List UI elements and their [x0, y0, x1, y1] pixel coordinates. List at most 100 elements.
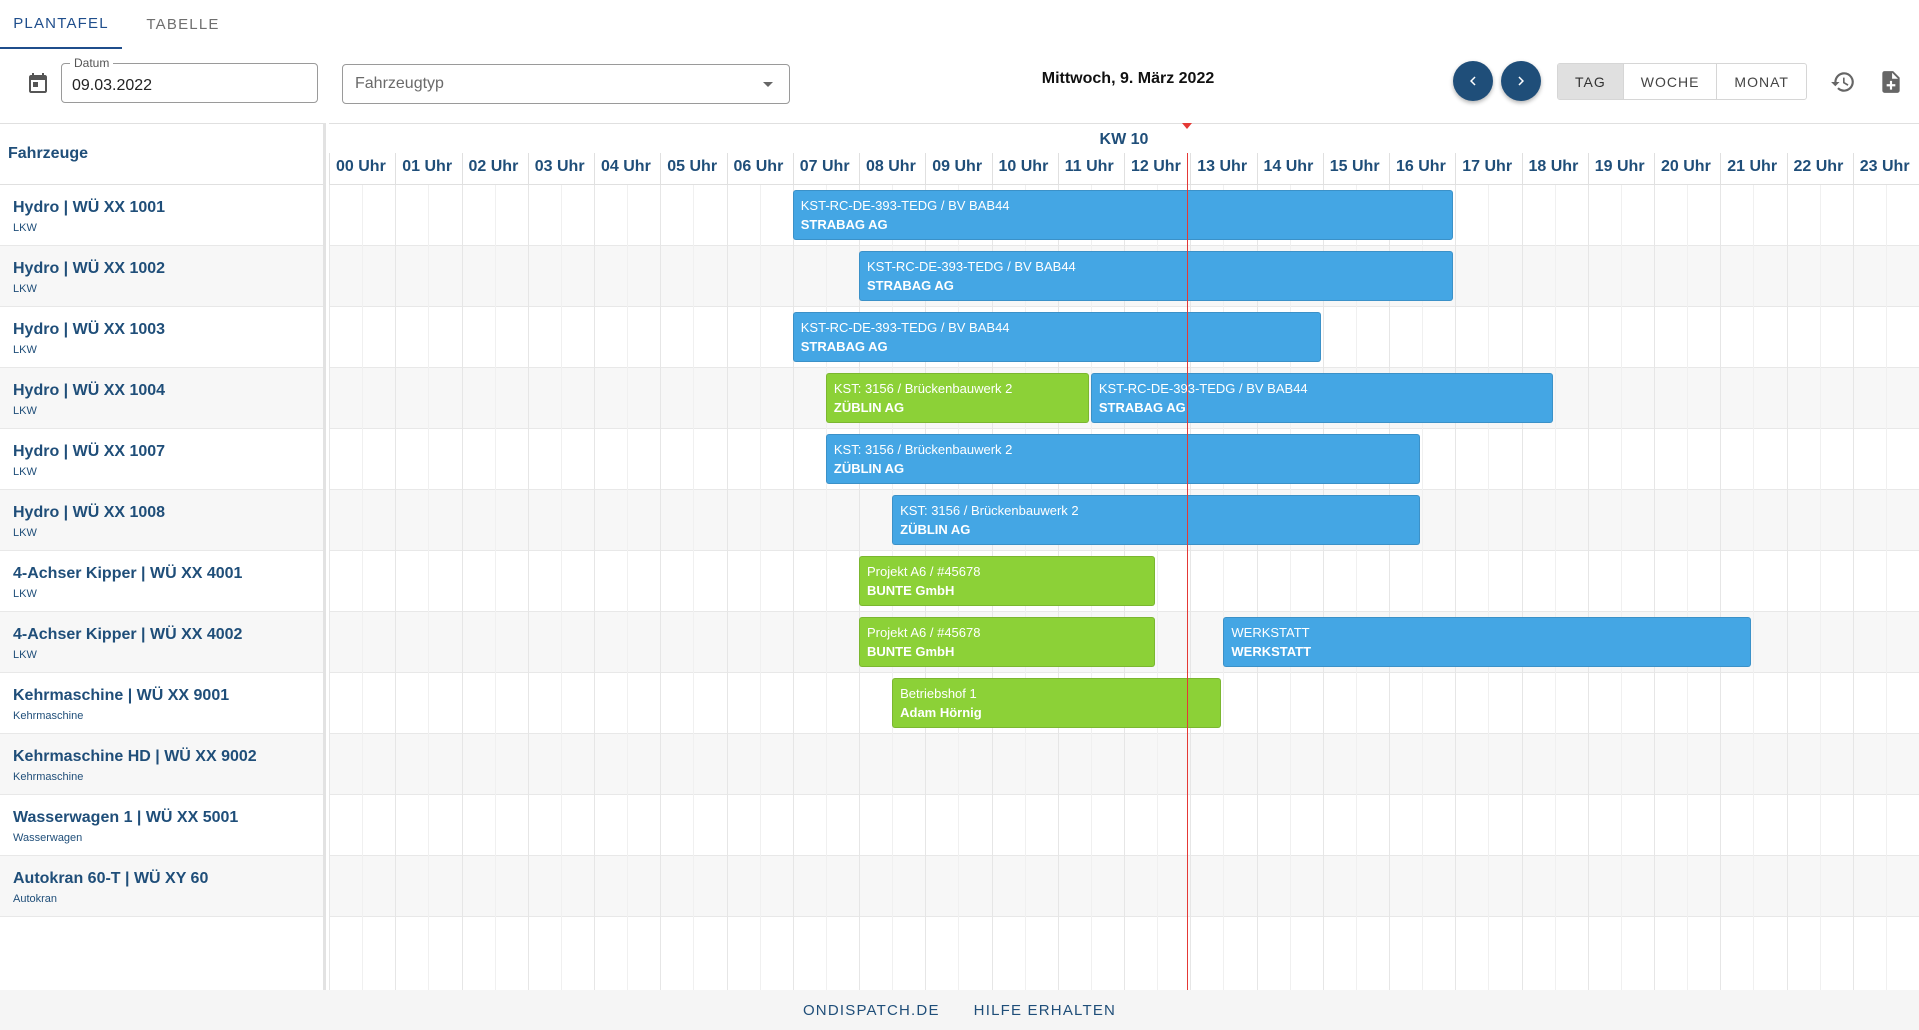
grid-line: [1687, 185, 1689, 990]
grid-line: [1885, 185, 1887, 990]
booking-client: ZÜBLIN AG: [833, 400, 905, 415]
grid-line: [461, 185, 463, 990]
hour-header: 00 Uhr 01 Uhr 02 Uhr 03 Uhr 04 Uhr 05 Uhr 06 U…: [329, 153, 1919, 185]
vehicle-type: LKW: [13, 283, 37, 295]
grid-line: [1587, 185, 1589, 990]
vehicle-row[interactable]: Hydro | WÜ XX 1003 LKW: [0, 307, 323, 368]
vehicle-row[interactable]: 4-Achser Kipper | WÜ XX 4002 LKW: [0, 612, 323, 673]
dropdown-caret-icon: [763, 82, 773, 87]
booking-title: KST: 3156 / Brückenbauwerk 2: [833, 381, 1013, 396]
chevron-right-icon: [1518, 76, 1524, 86]
booking-client: ZÜBLIN AG: [900, 522, 971, 537]
vehicle-name: Autokran 60-T | WÜ XY 60: [13, 870, 209, 887]
vehicle-type: Kehrmaschine: [13, 771, 84, 783]
grid-line: [362, 185, 364, 990]
tab-plantafel[interactable]: PLANTAFEL: [0, 0, 122, 49]
hour-label: 19 Uhr: [1587, 153, 1654, 185]
vehicle-name: Hydro | WÜ XX 1001: [13, 199, 166, 216]
booking-bar[interactable]: WERKSTATT WERKSTATT: [1223, 617, 1752, 667]
vehicle-row[interactable]: Hydro | WÜ XX 1007 LKW: [0, 429, 323, 490]
chevron-left-icon: [1470, 76, 1476, 86]
hour-label: 09 Uhr: [925, 153, 991, 185]
tab-tabelle[interactable]: TABELLE: [146, 16, 220, 33]
view-week-button[interactable]: WOCHE: [1622, 64, 1717, 99]
next-day-button[interactable]: [1501, 61, 1541, 101]
footer-link-help[interactable]: HILFE ERHALTEN: [973, 1001, 1117, 1019]
hour-label: 22 Uhr: [1786, 153, 1853, 185]
view-month-button[interactable]: MONAT: [1716, 64, 1806, 99]
date-input[interactable]: [62, 64, 317, 102]
booking-bar[interactable]: Betriebshof 1 Adam Hörnig: [892, 678, 1222, 728]
booking-bar[interactable]: KST: 3156 / Brückenbauwerk 2 ZÜBLIN AG: [825, 434, 1421, 484]
vehicle-type-select[interactable]: Fahrzeugtyp: [342, 64, 790, 104]
vehicle-type: Wasserwagen: [13, 832, 83, 844]
grid-line: [792, 185, 794, 990]
footer-link-ondispatch[interactable]: ONDISPATCH.DE: [802, 1001, 940, 1019]
vehicle-row[interactable]: 4-Achser Kipper | WÜ XX 4001 LKW: [0, 551, 323, 612]
booking-title: KST-RC-DE-393-TEDG / BV BAB44: [800, 320, 1010, 335]
booking-title: KST: 3156 / Brückenbauwerk 2: [900, 503, 1079, 518]
booking-bar[interactable]: Projekt A6 / #45678 BUNTE GmbH: [859, 556, 1156, 606]
booking-bar[interactable]: KST-RC-DE-393-TEDG / BV BAB44 STRABAG AG: [859, 251, 1454, 301]
vehicle-type: Autokran: [13, 893, 58, 905]
gantt-grid: KST-RC-DE-393-TEDG / BV BAB44 STRABAG AG K…: [329, 185, 1919, 990]
vehicle-row[interactable]: Wasserwagen 1 | WÜ XX 5001 Wasserwagen: [0, 795, 323, 856]
vehicle-name: Hydro | WÜ XX 1008: [13, 504, 166, 521]
vehicle-row[interactable]: Hydro | WÜ XX 1001 LKW: [0, 185, 323, 246]
footer: ONDISPATCH.DE HILFE ERHALTEN: [0, 990, 1919, 1030]
grid-line: [560, 185, 562, 990]
hour-label: 02 Uhr: [461, 153, 528, 185]
vehicle-row[interactable]: Hydro | WÜ XX 1008 LKW: [0, 490, 323, 551]
view-tabs: PLANTAFEL TABELLE: [0, 0, 244, 49]
booking-title: KST-RC-DE-393-TEDG / BV BAB44: [800, 198, 1010, 213]
vehicle-row[interactable]: Kehrmaschine | WÜ XX 9001 Kehrmaschine: [0, 673, 323, 734]
hour-label: 18 Uhr: [1521, 153, 1588, 185]
booking-title: KST-RC-DE-393-TEDG / BV BAB44: [1098, 381, 1308, 396]
vehicle-name: Hydro | WÜ XX 1003: [13, 321, 166, 338]
vehicle-type: Kehrmaschine: [13, 710, 84, 722]
booking-bar[interactable]: KST: 3156 / Brückenbauwerk 2 ZÜBLIN AG: [892, 495, 1421, 545]
view-day-button[interactable]: TAG: [1558, 64, 1623, 99]
grid-line: [1654, 185, 1655, 990]
hour-label: 01 Uhr: [395, 153, 461, 185]
grid-line: [1620, 185, 1622, 990]
hour-label: 13 Uhr: [1190, 153, 1256, 185]
grid-line: [594, 185, 595, 990]
grid-line: [527, 185, 529, 990]
grid-line: [825, 185, 827, 990]
grid-line: [1488, 185, 1490, 990]
booking-bar[interactable]: KST-RC-DE-393-TEDG / BV BAB44 STRABAG AG: [1090, 373, 1553, 423]
hour-label: 11 Uhr: [1057, 153, 1124, 185]
booking-title: KST: 3156 / Brückenbauwerk 2: [833, 442, 1013, 457]
booking-client: BUNTE GmbH: [867, 583, 955, 598]
vehicle-type: LKW: [13, 466, 37, 478]
file-add-icon[interactable]: [1878, 69, 1904, 95]
vehicle-row[interactable]: Hydro | WÜ XX 1002 LKW: [0, 246, 323, 307]
vehicle-row[interactable]: Autokran 60-T | WÜ XY 60 Autokran: [0, 856, 323, 917]
gantt-chart: KW 10 00 Uhr 01 Uhr 02 Uhr 03 Uhr 04 Uhr 05 U…: [329, 123, 1919, 990]
grid-line: [1455, 185, 1457, 990]
grid-line: [1422, 185, 1424, 990]
date-field-label: Datum: [70, 56, 114, 70]
booking-title: WERKSTATT: [1231, 625, 1310, 640]
booking-bar[interactable]: Projekt A6 / #45678 BUNTE GmbH: [859, 617, 1156, 667]
hour-label: 12 Uhr: [1124, 153, 1190, 185]
booking-client: Adam Hörnig: [900, 705, 982, 720]
grid-line: [1852, 185, 1854, 990]
booking-client: STRABAG AG: [1098, 400, 1186, 415]
date-field[interactable]: Datum: [61, 56, 318, 103]
hour-label: 21 Uhr: [1720, 153, 1786, 185]
hour-label: 20 Uhr: [1654, 153, 1720, 185]
previous-day-button[interactable]: [1453, 61, 1493, 101]
history-icon[interactable]: [1830, 69, 1856, 95]
booking-bar[interactable]: KST-RC-DE-393-TEDG / BV BAB44 STRABAG AG: [792, 190, 1454, 240]
vehicle-row[interactable]: Hydro | WÜ XX 1004 LKW: [0, 368, 323, 429]
hour-label: 17 Uhr: [1455, 153, 1521, 185]
booking-bar[interactable]: KST: 3156 / Brückenbauwerk 2 ZÜBLIN AG: [825, 373, 1089, 423]
grid-line: [660, 185, 662, 990]
vehicle-row[interactable]: Kehrmaschine HD | WÜ XX 9002 Kehrmaschine: [0, 734, 323, 795]
calendar-icon[interactable]: [26, 71, 50, 95]
booking-bar[interactable]: KST-RC-DE-393-TEDG / BV BAB44 STRABAG AG: [792, 312, 1321, 362]
booking-title: Betriebshof 1: [900, 686, 977, 701]
hour-label: 08 Uhr: [859, 153, 925, 185]
